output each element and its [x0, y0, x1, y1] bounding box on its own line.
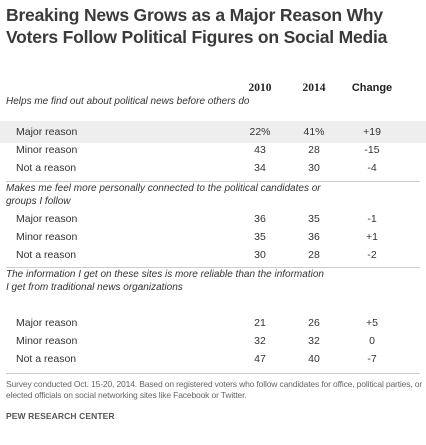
table-row: Not a reason 30 28 -2 [0, 244, 426, 266]
value-2014: 30 [308, 162, 320, 174]
question-text: Makes me feel more personally connected … [6, 183, 321, 207]
value-2014: 41% [303, 126, 325, 138]
value-2014: 28 [308, 249, 320, 261]
table-row: Not a reason 47 40 -7 [0, 348, 426, 370]
value-2010: 34 [254, 162, 266, 174]
value-change: -2 [367, 249, 377, 261]
value-change: +19 [363, 126, 381, 138]
table-row: Minor reason 43 28 -15 [0, 139, 426, 161]
value-2010: 47 [254, 353, 266, 365]
table-row: Minor reason 35 36 +1 [0, 226, 426, 248]
table-row: Major reason 22% 41% +19 [0, 121, 426, 143]
row-label: Not a reason [16, 162, 77, 174]
value-2014: 40 [308, 353, 320, 365]
value-2014: 36 [308, 231, 320, 243]
section-divider [6, 267, 420, 268]
row-label: Not a reason [16, 249, 77, 261]
value-2010: 32 [254, 335, 266, 347]
table-row: Minor reason 32 32 0 [0, 330, 426, 352]
row-label: Minor reason [16, 335, 78, 347]
footer-divider [6, 373, 420, 374]
table-row: Major reason 21 26 +5 [0, 312, 426, 334]
value-change: +5 [366, 317, 378, 329]
value-change: +1 [366, 231, 378, 243]
column-header-2014: 2014 [302, 82, 326, 94]
column-header-2010: 2010 [248, 82, 272, 94]
value-2014: 26 [308, 317, 320, 329]
value-2010: 22% [249, 126, 271, 138]
value-change: -7 [367, 353, 377, 365]
chart-title: Breaking News Grows as a Major Reason Wh… [6, 5, 388, 47]
value-2010: 43 [254, 144, 266, 156]
section-divider [6, 181, 420, 182]
survey-note: Survey conducted Oct. 15-20, 2014. Based… [6, 379, 423, 400]
row-label: Major reason [16, 317, 78, 329]
value-2010: 35 [254, 231, 266, 243]
row-label: Major reason [16, 213, 78, 225]
table-row: Major reason 36 35 -1 [0, 208, 426, 230]
row-label: Minor reason [16, 144, 78, 156]
value-2014: 35 [308, 213, 320, 225]
row-label: Minor reason [16, 231, 78, 243]
value-2010: 30 [254, 249, 266, 261]
value-2014: 32 [308, 335, 320, 347]
value-change: 0 [369, 335, 375, 347]
value-change: -15 [364, 144, 380, 156]
table-row: Not a reason 34 30 -4 [0, 157, 426, 179]
value-change: -1 [367, 213, 377, 225]
question-text: The information I get on these sites is … [6, 269, 324, 293]
value-change: -4 [367, 162, 377, 174]
column-header-change: Change [351, 82, 393, 94]
question-text: Helps me find out about political news b… [6, 96, 250, 107]
row-label: Major reason [16, 126, 78, 138]
value-2010: 36 [254, 213, 266, 225]
source-label: PEW RESEARCH CENTER [6, 411, 115, 421]
value-2010: 21 [254, 317, 266, 329]
row-label: Not a reason [16, 353, 77, 365]
value-2014: 28 [308, 144, 320, 156]
